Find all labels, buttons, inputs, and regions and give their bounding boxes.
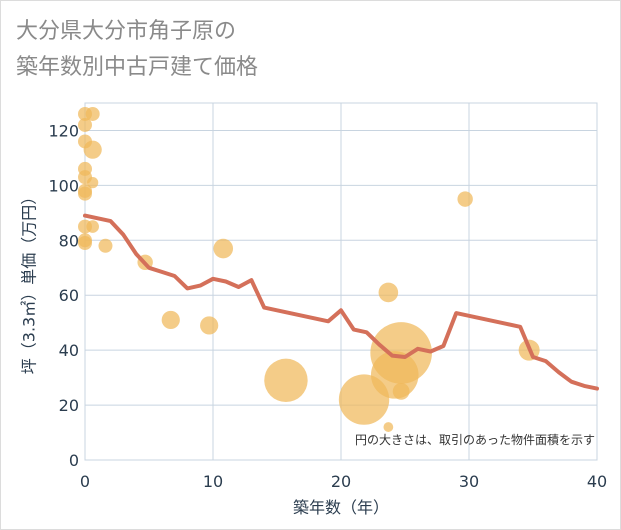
data-bubble <box>87 177 99 189</box>
axes: 0 10 20 30 40 0 20 40 60 80 100 120 <box>48 121 607 491</box>
x-tick-label: 40 <box>587 472 607 491</box>
bubble-layer <box>78 106 540 432</box>
y-tick-label: 120 <box>48 121 79 140</box>
y-tick-label: 60 <box>59 286 79 305</box>
data-bubble <box>383 422 394 432</box>
data-bubble <box>213 238 234 259</box>
data-bubble <box>264 358 308 403</box>
data-bubble <box>86 220 99 233</box>
data-bubble <box>83 140 102 159</box>
x-tick-label: 30 <box>459 472 479 491</box>
x-tick-label: 0 <box>80 472 90 491</box>
data-bubble <box>200 316 219 335</box>
data-bubble <box>85 106 100 121</box>
y-tick-label: 100 <box>48 176 79 195</box>
x-axis-title: 築年数（年） <box>293 498 389 517</box>
line-layer <box>83 213 599 391</box>
data-bubble <box>98 238 113 253</box>
x-tick-label: 10 <box>203 472 223 491</box>
data-bubble <box>378 282 399 303</box>
y-axis-title: 坪（3.3㎡）単価（万円） <box>20 189 39 374</box>
x-tick-label: 20 <box>331 472 351 491</box>
data-bubble <box>161 310 180 330</box>
data-bubble <box>78 186 92 201</box>
data-bubble <box>392 382 410 400</box>
bubble-size-note: 円の大きさは、取引のあった物件面積を示す <box>355 432 595 447</box>
average-price-line <box>83 213 599 391</box>
y-tick-label: 20 <box>59 396 79 415</box>
y-tick-label: 80 <box>59 231 79 250</box>
data-bubble <box>78 117 92 132</box>
data-bubble <box>78 236 92 251</box>
data-bubble <box>457 191 473 207</box>
y-tick-label: 0 <box>69 451 79 470</box>
chart-title: 大分県大分市角子原の 築年数別中古戸建て価格 <box>16 19 259 80</box>
data-bubble <box>370 322 432 384</box>
y-tick-label: 40 <box>59 341 79 360</box>
